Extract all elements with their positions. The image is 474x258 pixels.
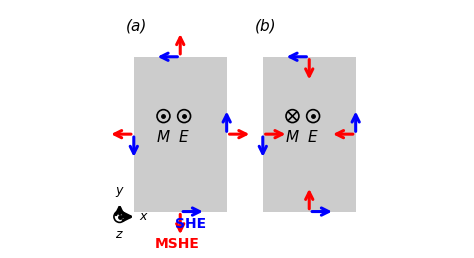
Text: $\mathbf{\it{E}}$: $\mathbf{\it{E}}$ bbox=[307, 129, 319, 145]
Text: $z$: $z$ bbox=[115, 228, 124, 241]
Text: $\mathbf{\it{M}}$: $\mathbf{\it{M}}$ bbox=[285, 129, 300, 145]
Text: (b): (b) bbox=[255, 18, 277, 33]
FancyBboxPatch shape bbox=[263, 57, 356, 212]
Text: MSHE: MSHE bbox=[155, 237, 200, 251]
Text: $x$: $x$ bbox=[139, 210, 149, 223]
Text: $y$: $y$ bbox=[115, 185, 125, 199]
FancyBboxPatch shape bbox=[134, 57, 227, 212]
Text: (a): (a) bbox=[126, 18, 147, 33]
Text: $\mathbf{\it{E}}$: $\mathbf{\it{E}}$ bbox=[178, 129, 190, 145]
Text: SHE: SHE bbox=[175, 217, 206, 231]
Text: $\mathbf{\it{M}}$: $\mathbf{\it{M}}$ bbox=[156, 129, 171, 145]
